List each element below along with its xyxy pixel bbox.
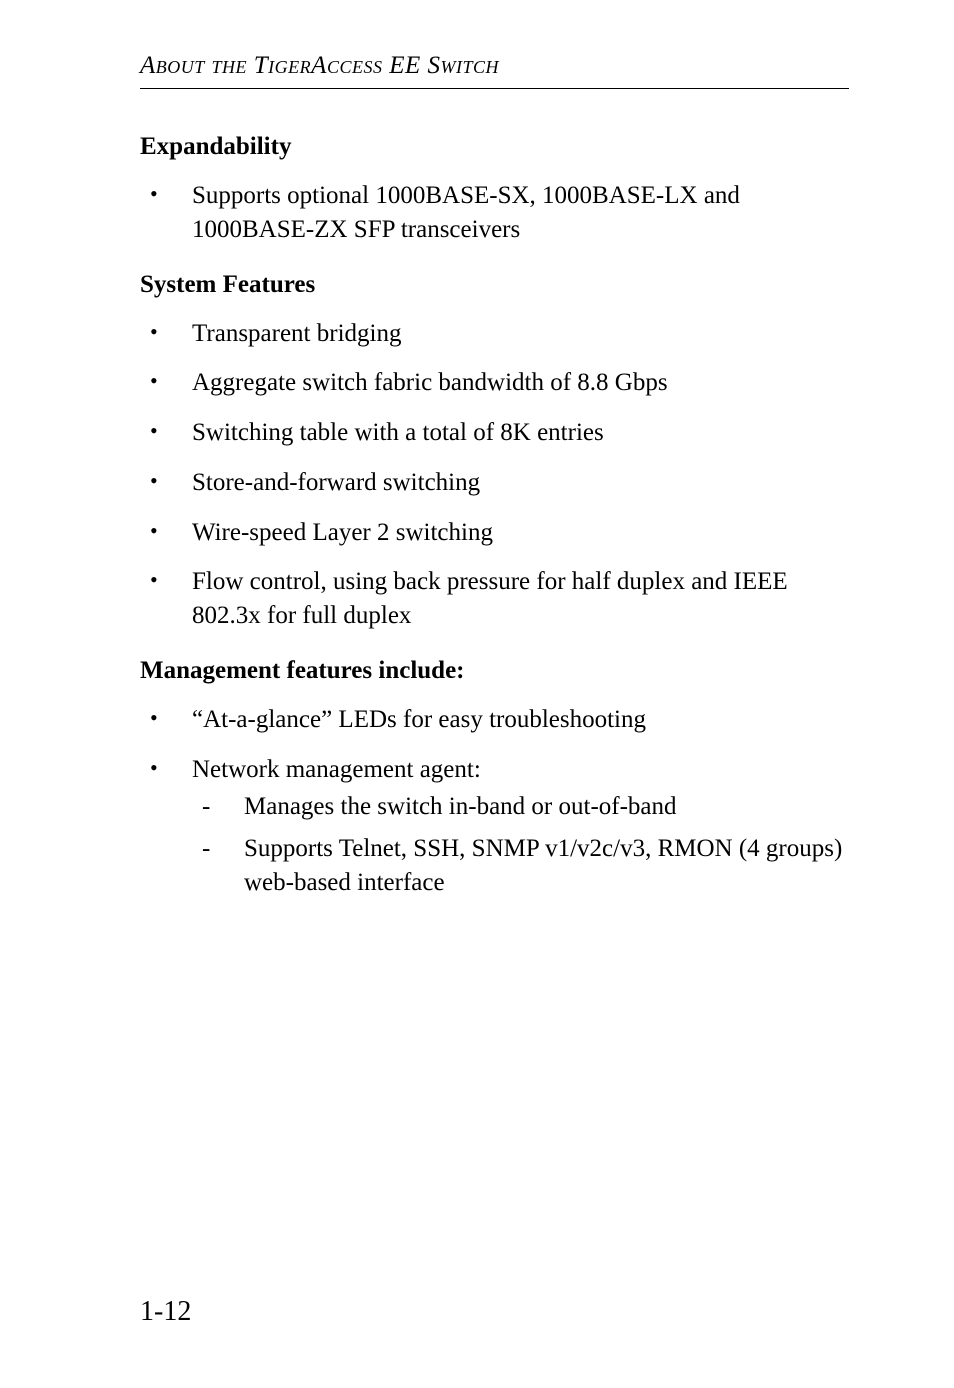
list-item: Transparent bridging — [140, 317, 849, 351]
management-list: “At-a-glance” LEDs for easy troubleshoot… — [140, 703, 849, 900]
list-item: Supports optional 1000BASE-SX, 1000BASE-… — [140, 179, 849, 247]
list-item: “At-a-glance” LEDs for easy troubleshoot… — [140, 703, 849, 737]
page-number: 1-12 — [140, 1296, 191, 1328]
sublist-item: Supports Telnet, SSH, SNMP v1/v2c/v3, RM… — [192, 832, 849, 900]
sublist-item: Manages the switch in-band or out-of-ban… — [192, 790, 849, 824]
list-item: Store-and-forward switching — [140, 466, 849, 500]
list-item: Switching table with a total of 8K entri… — [140, 416, 849, 450]
list-item: Network management agent: Manages the sw… — [140, 753, 849, 900]
header-rule — [140, 88, 849, 89]
list-item: Wire-speed Layer 2 switching — [140, 516, 849, 550]
list-item: Flow control, using back pressure for ha… — [140, 565, 849, 633]
section-title-expandability: Expandability — [140, 133, 849, 161]
list-item: Aggregate switch fabric bandwidth of 8.8… — [140, 366, 849, 400]
section-title-management: Management features include: — [140, 657, 849, 685]
list-item-text: Network management agent: — [192, 756, 481, 783]
running-head: About the TigerAccess EE Switch — [140, 52, 849, 80]
management-sublist: Manages the switch in-band or out-of-ban… — [192, 790, 849, 899]
section-title-system-features: System Features — [140, 271, 849, 299]
system-features-list: Transparent bridging Aggregate switch fa… — [140, 317, 849, 633]
expandability-list: Supports optional 1000BASE-SX, 1000BASE-… — [140, 179, 849, 247]
